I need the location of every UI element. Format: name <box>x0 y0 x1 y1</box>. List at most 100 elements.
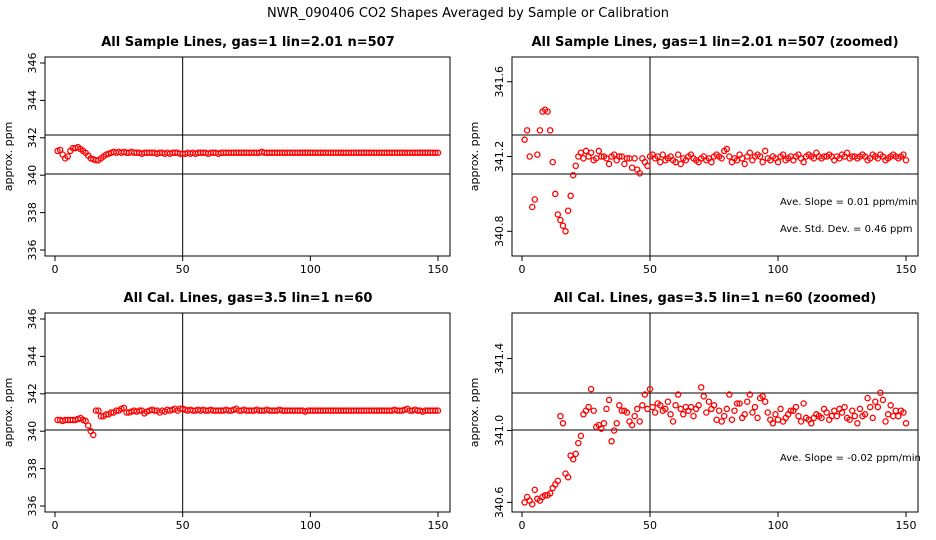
chart-panel-2: All Cal. Lines, gas=3.5 lin=1 n=60 approx… <box>2 291 451 532</box>
plot-frame <box>44 312 451 513</box>
data-point <box>603 405 610 413</box>
data-point <box>723 145 731 153</box>
data-point <box>64 153 72 160</box>
data-point <box>761 147 769 155</box>
data-point <box>672 402 679 409</box>
x-tick-label: 150 <box>428 263 449 276</box>
data-point <box>731 407 738 414</box>
data-point <box>554 477 562 485</box>
x-tick-label: 100 <box>300 519 321 532</box>
data-point <box>823 409 830 416</box>
data-point <box>736 400 743 407</box>
data-point <box>649 403 656 411</box>
data-point <box>633 405 641 413</box>
y-tick-label: 342 <box>26 383 39 404</box>
data-point <box>749 409 756 416</box>
panel-title: All Sample Lines, gas=1 lin=2.01 n=507 <box>101 35 395 50</box>
data-point <box>872 398 879 405</box>
data-point <box>554 211 562 218</box>
data-point <box>651 409 659 416</box>
data-point <box>700 393 708 400</box>
data-point <box>656 158 664 166</box>
data-point <box>641 391 649 398</box>
x-tick-label: 0 <box>52 519 59 532</box>
data-point <box>877 389 884 396</box>
data-point <box>848 407 856 414</box>
data-point <box>846 416 853 423</box>
data-point <box>557 216 564 224</box>
data-point <box>628 421 636 429</box>
y-tick-label: 341.4 <box>493 343 506 375</box>
data-point <box>521 499 528 506</box>
data-point <box>861 411 869 418</box>
data-point <box>605 396 613 404</box>
data-point <box>544 108 551 115</box>
data-point <box>795 412 802 420</box>
data-point <box>726 391 733 398</box>
data-point <box>616 153 623 160</box>
data-point <box>754 414 761 422</box>
data-point <box>746 149 754 157</box>
data-point <box>720 412 728 420</box>
data-point <box>728 416 736 423</box>
y-tick-label: 344 <box>26 346 39 367</box>
data-point <box>841 403 848 411</box>
data-point <box>708 158 715 166</box>
data-point <box>854 420 861 427</box>
data-point <box>575 439 582 447</box>
y-tick-label: 341.2 <box>493 141 506 173</box>
data-point <box>84 422 92 429</box>
data-point <box>595 147 603 155</box>
data-point <box>616 402 623 409</box>
x-tick-label: 0 <box>519 519 526 532</box>
data-point <box>564 207 572 214</box>
data-point <box>577 432 585 440</box>
data-point <box>569 171 577 179</box>
data-point <box>528 203 536 211</box>
data-point <box>631 412 638 420</box>
data-point <box>521 136 528 143</box>
data-point <box>874 403 882 411</box>
x-tick-label: 100 <box>768 263 789 276</box>
data-point <box>769 420 777 427</box>
y-tick-label: 341.6 <box>493 66 506 98</box>
data-point <box>585 403 592 411</box>
data-point <box>800 158 807 166</box>
data-point <box>777 405 784 413</box>
data-point <box>764 409 772 416</box>
y-tick-label: 340 <box>26 165 39 186</box>
data-point <box>580 155 587 162</box>
data-point <box>613 420 620 427</box>
data-point <box>582 147 590 155</box>
data-point <box>546 490 554 497</box>
data-point <box>669 418 677 425</box>
x-tick-label: 100 <box>300 263 321 276</box>
data-point <box>746 391 754 398</box>
data-point <box>528 500 536 508</box>
y-tick-label: 344 <box>26 90 39 111</box>
page-title: NWR_090406 CO2 Shapes Averaged by Sample… <box>266 6 670 21</box>
data-point <box>587 385 595 393</box>
data-point <box>526 153 533 160</box>
data-point <box>892 407 900 414</box>
panel-title: All Cal. Lines, gas=3.5 lin=1 n=60 (zoom… <box>554 291 876 306</box>
data-point <box>636 418 644 425</box>
plot-frame <box>511 312 919 513</box>
y-tick-label: 336 <box>26 496 39 517</box>
x-tick-label: 150 <box>896 519 917 532</box>
data-point <box>759 393 766 400</box>
y-tick-label: 336 <box>26 240 39 261</box>
chart-panel-0: All Sample Lines, gas=1 lin=2.01 n=507 ap… <box>2 35 451 276</box>
y-axis-label: approx. ppm <box>2 122 15 192</box>
data-point <box>751 403 759 411</box>
data-point <box>610 427 618 434</box>
data-point <box>432 149 439 157</box>
stat-annotation: Ave. Slope = 0.01 ppm/min <box>780 197 917 208</box>
data-point <box>434 407 442 414</box>
data-points <box>521 384 910 508</box>
data-point <box>900 409 907 416</box>
data-point <box>869 414 876 422</box>
data-point <box>831 407 838 414</box>
data-point <box>667 411 674 418</box>
